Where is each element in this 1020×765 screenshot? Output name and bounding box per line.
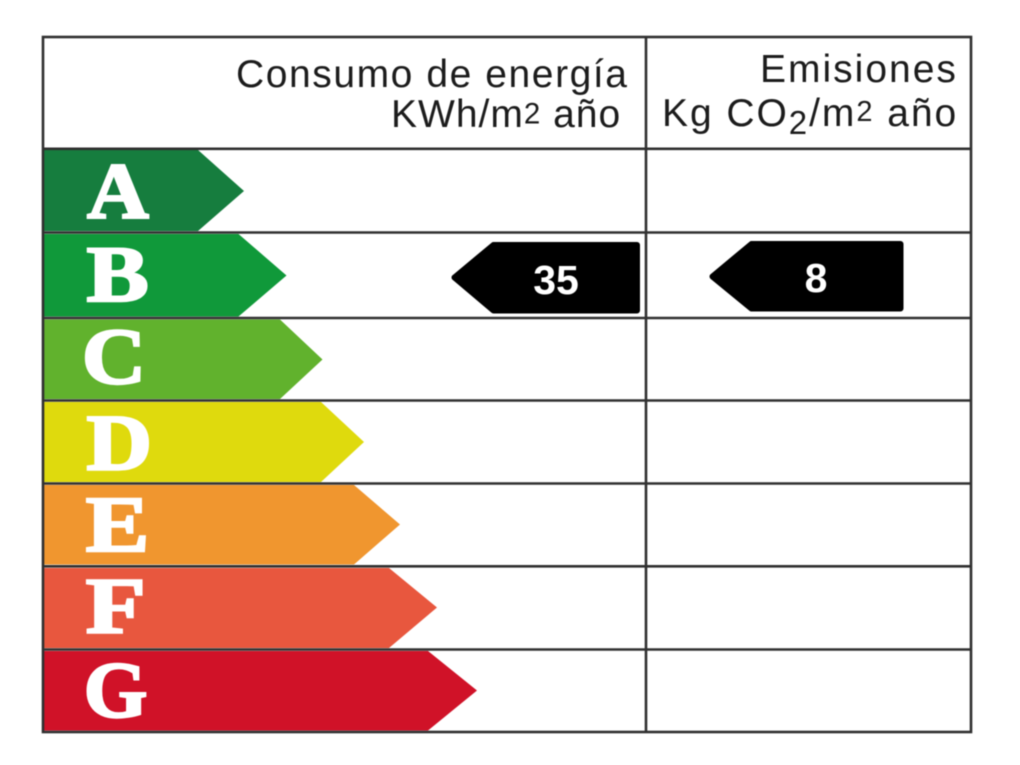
svg-text:Consumo de energía: Consumo de energía — [236, 53, 627, 96]
svg-text:KWh/m2 año: KWh/m2 año — [391, 93, 621, 136]
svg-text:8: 8 — [805, 255, 828, 301]
svg-text:35: 35 — [533, 257, 579, 303]
svg-text:Kg CO2/m2 año: Kg CO2/m2 año — [662, 92, 958, 141]
svg-text:D: D — [87, 401, 153, 488]
svg-text:E: E — [86, 482, 150, 569]
svg-text:F: F — [86, 564, 146, 651]
svg-text:B: B — [87, 232, 149, 319]
svg-text:G: G — [84, 648, 148, 735]
svg-text:Emisiones: Emisiones — [760, 48, 958, 91]
svg-text:A: A — [87, 149, 149, 236]
svg-text:C: C — [82, 314, 146, 401]
